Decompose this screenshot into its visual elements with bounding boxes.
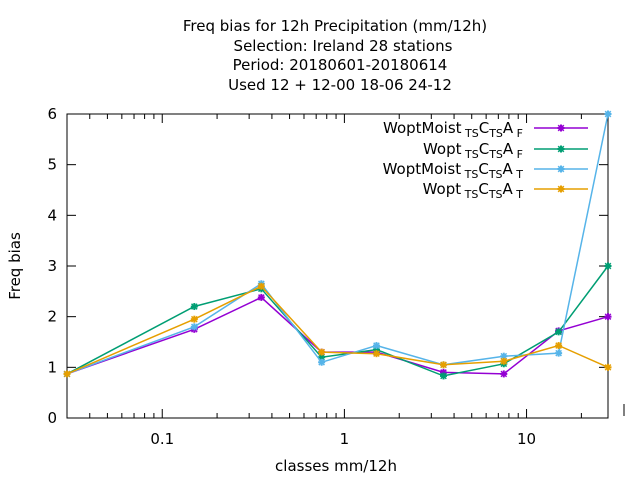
series-4-point	[318, 348, 326, 356]
series-3-point	[318, 358, 326, 366]
series-2-point	[439, 372, 447, 380]
series-4-point	[604, 363, 612, 371]
series-line-2	[66, 265, 609, 377]
x-axis: 0.1 1 10	[66, 114, 582, 448]
series-4-point	[500, 357, 508, 365]
series-4-point	[257, 282, 265, 290]
y-tick-label: 2	[47, 308, 57, 326]
series-layer	[63, 110, 612, 380]
series-4-point	[63, 370, 71, 378]
series-3-point	[604, 110, 612, 118]
title-line-1: Freq bias for 12h Precipitation (mm/12h)	[183, 17, 487, 35]
legend-marker	[557, 145, 565, 153]
legend-marker	[557, 185, 565, 193]
x-tick-label: 10	[517, 430, 536, 448]
series-1-point	[500, 370, 508, 378]
title-line-4: Used 12 + 12-00 18-06 24-12	[228, 76, 452, 94]
series-4-point	[555, 342, 563, 350]
legend-marker	[557, 165, 565, 173]
legend-marker	[557, 124, 565, 132]
y-axis-label: Freq bias	[6, 232, 24, 300]
y-tick-label: 6	[47, 105, 57, 123]
chart-title: Freq bias for 12h Precipitation (mm/12h)…	[183, 17, 487, 94]
legend-label: WoptMoist TSCTSA T	[383, 160, 524, 181]
legend-entry-4: Wopt TSCTSA T	[423, 180, 588, 201]
x-tick-label: 1	[340, 430, 350, 448]
title-line-2: Selection: Ireland 28 stations	[234, 37, 453, 55]
series-2-point	[190, 303, 198, 311]
legend-entry-3: WoptMoist TSCTSA T	[383, 160, 588, 181]
series-2-point	[555, 328, 563, 336]
legend-entry-1: WoptMoist TSCTSA F	[383, 119, 588, 140]
series-4-point	[439, 361, 447, 369]
x-axis-label: classes mm/12h	[275, 457, 397, 475]
plot-frame	[66, 113, 609, 419]
x-tick-label: 0.1	[150, 430, 174, 448]
series-line-3	[66, 113, 609, 375]
legend-label: WoptMoist TSCTSA F	[383, 119, 523, 140]
series-3-point	[190, 323, 198, 331]
series-4-point	[372, 350, 380, 358]
legend-entry-2: Wopt TSCTSA F	[423, 140, 588, 161]
y-tick-label: 1	[47, 358, 57, 376]
series-3-point	[372, 342, 380, 350]
series-2-point	[604, 262, 612, 270]
y-tick-label: 4	[47, 206, 57, 224]
y-tick-label: 5	[47, 156, 57, 174]
series-line-1	[66, 296, 609, 375]
legend-label: Wopt TSCTSA T	[423, 180, 524, 201]
y-tick-label: 0	[47, 409, 57, 427]
series-3-point	[555, 349, 563, 357]
legend-label: Wopt TSCTSA F	[423, 140, 523, 161]
series-4-point	[190, 315, 198, 323]
series-1-point	[604, 313, 612, 321]
series-1-point	[257, 293, 265, 301]
title-line-3: Period: 20180601-20180614	[233, 56, 448, 74]
y-axis: 0 1 2 3 4 5 6	[47, 105, 608, 427]
y-tick-label: 3	[47, 257, 57, 275]
